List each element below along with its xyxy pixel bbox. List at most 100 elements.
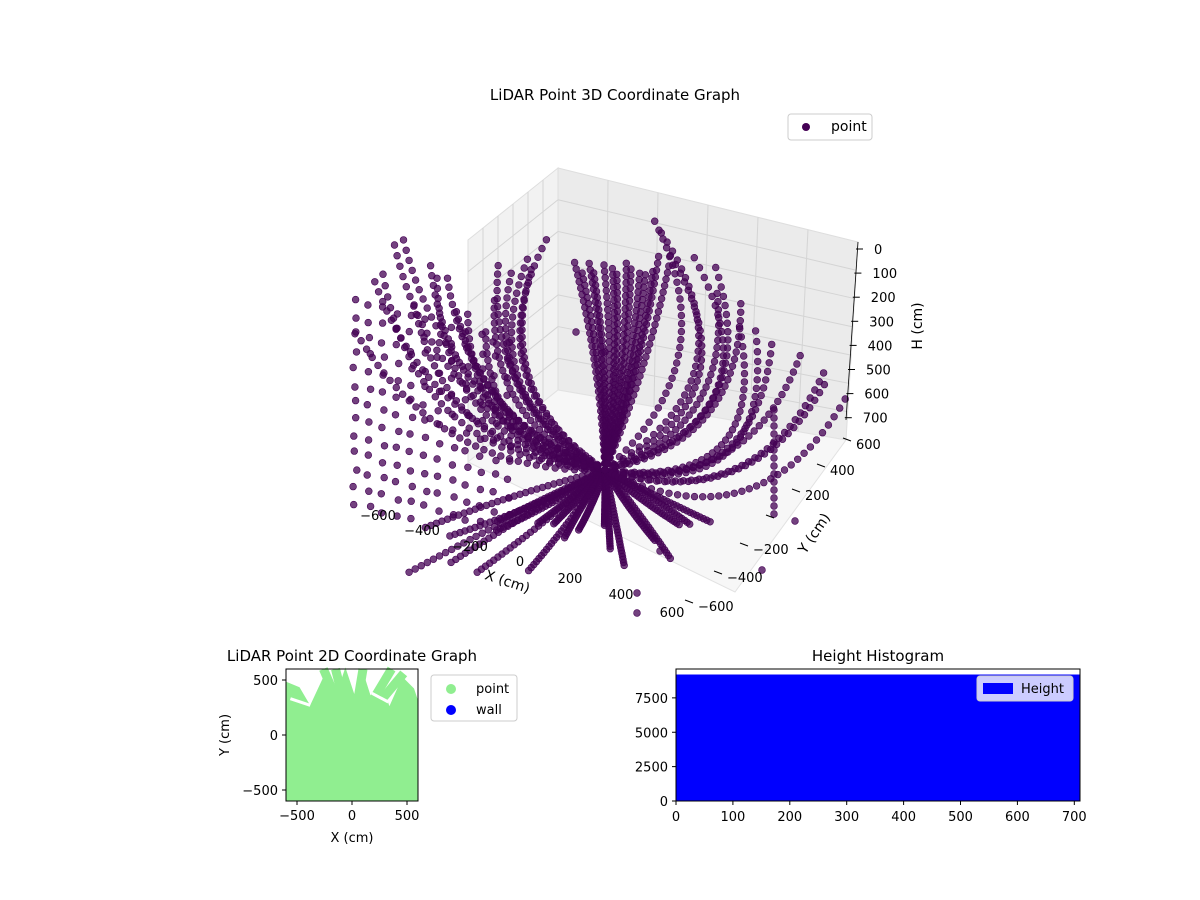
point [712, 350, 720, 359]
point [530, 262, 539, 270]
point [436, 321, 445, 329]
point [678, 434, 687, 442]
point [567, 458, 575, 466]
point [571, 443, 579, 451]
point [451, 364, 459, 372]
legend-2d-label-wall: wall [476, 703, 502, 718]
point [371, 278, 379, 286]
point [750, 427, 758, 435]
point [351, 396, 360, 405]
y-tick-label: 400 [830, 464, 855, 479]
point-ray [319, 667, 357, 737]
point [585, 259, 593, 268]
point [770, 510, 778, 518]
point [456, 322, 465, 331]
point [697, 334, 705, 342]
point [674, 287, 683, 295]
point [393, 310, 402, 318]
x-tick-label: 100 [720, 810, 745, 825]
y-tick-label: −400 [727, 571, 763, 586]
point [724, 328, 732, 336]
point [660, 282, 669, 290]
point [724, 376, 732, 384]
point [766, 350, 775, 358]
point [508, 313, 517, 321]
chart-2d-title: LiDAR Point 2D Coordinate Graph [227, 647, 477, 665]
point [437, 400, 446, 408]
point [602, 286, 610, 295]
point [449, 511, 458, 519]
grid-line [749, 217, 759, 424]
point [365, 333, 374, 342]
point [711, 400, 719, 408]
point [601, 348, 609, 356]
point [623, 322, 632, 330]
point [745, 418, 753, 427]
point [626, 278, 635, 286]
z-axis: 0 100 200 300 400 500 600 700 [844, 241, 897, 427]
point [753, 376, 761, 384]
point [490, 508, 498, 516]
point [411, 565, 419, 573]
y-tick [739, 542, 749, 547]
point [622, 259, 630, 267]
point [380, 406, 388, 414]
point [473, 429, 481, 438]
point [734, 465, 743, 473]
y-tick-label: 0 [660, 795, 668, 810]
point [489, 436, 498, 444]
point [476, 435, 485, 443]
point [739, 393, 747, 402]
point [721, 470, 729, 478]
point [770, 414, 778, 422]
point [380, 442, 389, 450]
point [694, 421, 702, 429]
point [754, 454, 762, 462]
point [464, 463, 472, 471]
legend-histogram: Height [976, 675, 1074, 702]
point [736, 317, 744, 325]
point [656, 439, 664, 447]
point [663, 238, 671, 246]
point [492, 456, 500, 465]
x-tick-label: 500 [948, 810, 973, 825]
point [684, 286, 692, 294]
point [534, 519, 542, 527]
point [621, 416, 629, 424]
x-tick-label: 500 [395, 809, 420, 824]
point [714, 329, 723, 337]
chart-2d: LiDAR Point 2D Coordinate Graph −500 0 500… [218, 647, 518, 846]
point [640, 277, 649, 285]
point [473, 568, 481, 576]
y-tick [816, 463, 826, 468]
point [464, 363, 472, 371]
point [491, 352, 500, 360]
point [738, 487, 746, 495]
point [656, 301, 664, 309]
point [640, 283, 648, 291]
point [667, 442, 675, 450]
x-tick-label: 0 [516, 555, 524, 570]
point [500, 438, 508, 446]
point [516, 327, 524, 335]
point [465, 335, 474, 343]
point [365, 487, 373, 495]
point [740, 361, 748, 369]
point [518, 384, 526, 392]
point [444, 362, 452, 370]
point [752, 337, 761, 346]
point [782, 383, 790, 392]
point [445, 348, 453, 357]
point [550, 520, 558, 528]
point [603, 293, 611, 301]
point [725, 431, 733, 439]
point [595, 312, 604, 320]
point [412, 403, 420, 411]
point [599, 355, 608, 363]
point [717, 283, 725, 291]
point [734, 414, 742, 422]
point [572, 265, 580, 273]
point [448, 461, 457, 469]
point [511, 297, 519, 305]
